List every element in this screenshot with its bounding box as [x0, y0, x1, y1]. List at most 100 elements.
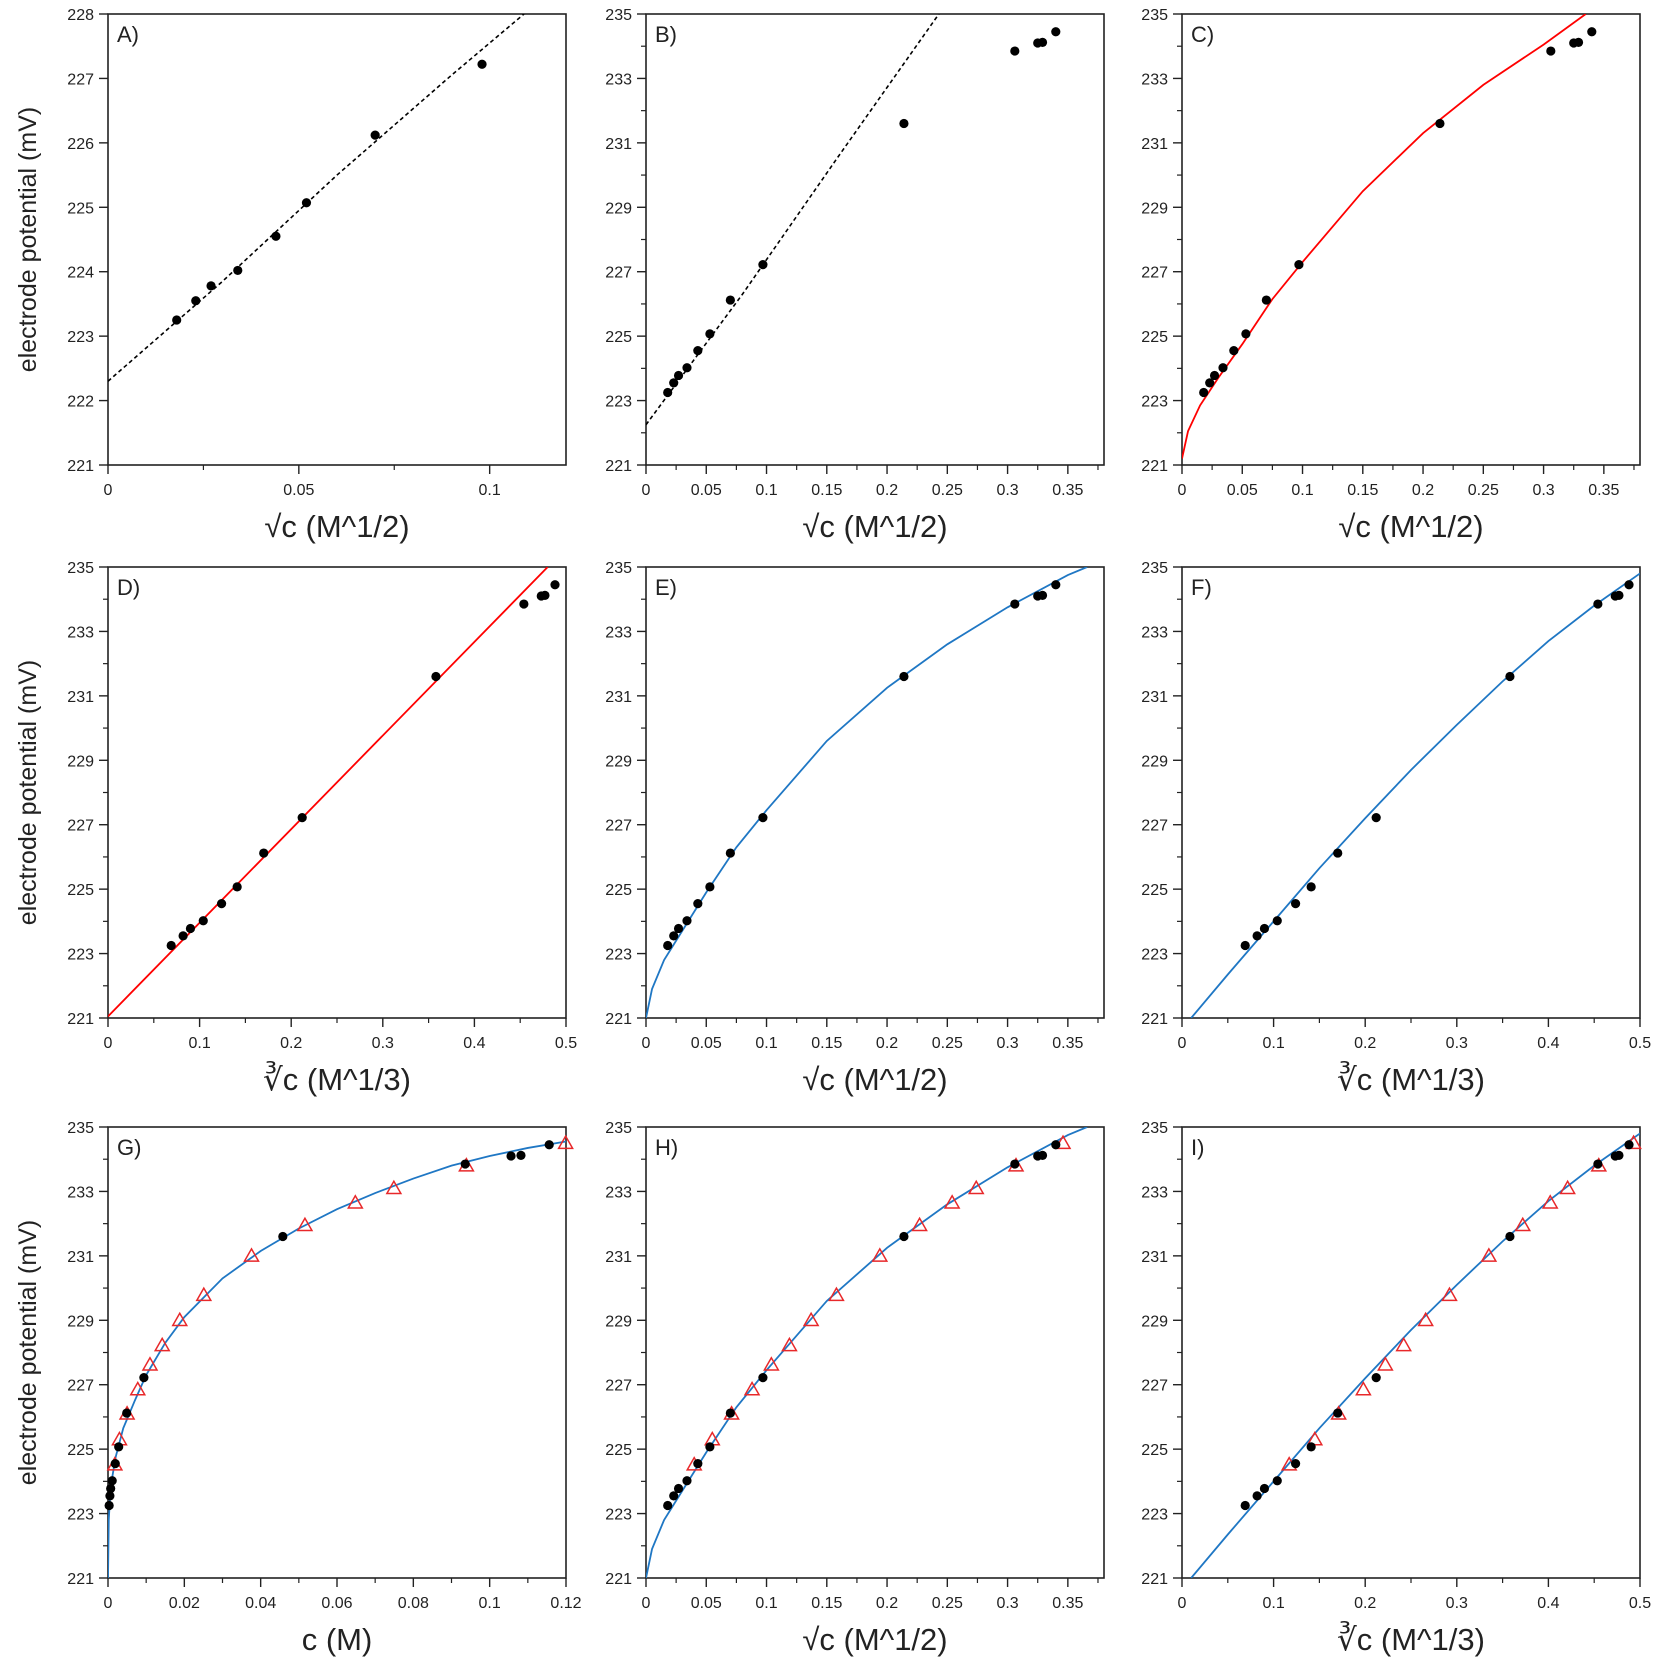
y-axis-label: electrode potential (mV) — [14, 660, 42, 925]
y-tick-label: 227 — [605, 265, 632, 282]
data-point — [206, 281, 216, 291]
y-tick-label: 223 — [1141, 394, 1168, 411]
y-tick-label: 221 — [67, 1011, 94, 1028]
data-point — [1037, 1150, 1048, 1160]
data-point — [1624, 1140, 1634, 1150]
data-point — [259, 848, 269, 858]
data-point — [519, 599, 529, 609]
y-tick-label: 233 — [1141, 71, 1168, 88]
plot-frame — [107, 13, 567, 466]
y-tick-label: 235 — [1141, 560, 1168, 577]
data-point — [1241, 329, 1251, 339]
y-tick-label: 233 — [1141, 1184, 1168, 1201]
triangle-point — [1480, 1247, 1498, 1262]
y-tick-label: 229 — [1141, 200, 1168, 217]
y-tick-label: 231 — [67, 1249, 94, 1266]
y-tick-label: 221 — [605, 1571, 632, 1588]
y-tick-label: 231 — [1141, 1249, 1168, 1266]
y-tick-label: 231 — [605, 1249, 632, 1266]
y-tick-label: 235 — [67, 1120, 94, 1137]
x-tick-label: 0.3 — [996, 482, 1018, 499]
x-tick-label: 0.25 — [932, 482, 963, 499]
y-tick-label: 223 — [605, 1507, 632, 1524]
fit-curve — [108, 1140, 566, 1578]
x-tick-label: 0.2 — [1354, 1595, 1376, 1612]
x-axis-label: c (M) — [302, 1622, 373, 1657]
x-tick-label: 0.2 — [876, 1595, 898, 1612]
panel-label: A) — [117, 22, 139, 47]
x-axis-label: √c (M^1/2) — [264, 509, 409, 544]
data-point — [198, 916, 208, 926]
x-tick-label: 0.2 — [876, 1035, 898, 1052]
data-point — [705, 329, 715, 339]
y-tick-label: 223 — [67, 1507, 94, 1524]
data-point — [107, 1476, 117, 1486]
x-tick-label: 0.35 — [1052, 482, 1083, 499]
panel-e: 221 223 225 227 229 231 233 235 0 0.05 0.1 0.15 0.2 0… — [605, 560, 1105, 1097]
y-tick-label: 225 — [1141, 1442, 1168, 1459]
x-tick-label: 0 — [104, 1035, 113, 1052]
plot-frame — [645, 566, 1105, 1019]
x-tick-label: 0.3 — [372, 1035, 394, 1052]
x-tick-label: 0.3 — [996, 1035, 1018, 1052]
y-tick-label: 225 — [1141, 882, 1168, 899]
triangle-point — [557, 1134, 574, 1150]
data-point — [758, 260, 768, 270]
x-tick-label: 0.1 — [1262, 1035, 1284, 1052]
x-tick-label: 0 — [642, 482, 651, 499]
data-point — [673, 1483, 684, 1494]
triangle-point — [871, 1247, 889, 1262]
data-point — [1229, 346, 1239, 356]
y-tick-label: 233 — [605, 1184, 632, 1201]
x-tick-label: 0.1 — [755, 1595, 777, 1612]
y-tick-label: 233 — [605, 71, 632, 88]
plot-frame — [645, 1126, 1105, 1579]
x-tick-label: 0.25 — [932, 1035, 963, 1052]
triangle-point — [1377, 1356, 1394, 1371]
data-point — [301, 198, 312, 208]
data-point — [166, 940, 176, 951]
data-point — [1505, 1231, 1515, 1242]
data-point — [1252, 1491, 1262, 1501]
data-point — [663, 940, 673, 951]
x-tick-label: 0.3 — [1446, 1035, 1468, 1052]
y-axis-label: electrode potential (mV) — [14, 107, 42, 372]
x-tick-label: 0.2 — [1412, 482, 1434, 499]
y-tick-label: 235 — [605, 560, 632, 577]
x-tick-label: 0 — [104, 1595, 113, 1612]
triangle-point — [1355, 1381, 1372, 1396]
y-tick-label: 235 — [605, 7, 632, 24]
triangle-point — [802, 1311, 820, 1327]
y-tick-label: 233 — [605, 624, 632, 641]
data-point — [1587, 27, 1597, 37]
x-axis-label: ∛c (M^1/3) — [1337, 1621, 1485, 1657]
x-tick-label: 0.25 — [932, 1595, 963, 1612]
fit-curve — [1182, 14, 1587, 459]
data-point — [1199, 387, 1209, 398]
x-tick-label: 0 — [104, 482, 113, 499]
y-tick-label: 221 — [605, 1011, 632, 1028]
x-tick-label: 0.1 — [755, 482, 777, 499]
data-point — [1205, 378, 1215, 388]
data-point — [1261, 295, 1271, 305]
triangle-point — [171, 1311, 189, 1327]
y-tick-label: 221 — [1141, 1571, 1168, 1588]
data-point — [139, 1373, 149, 1383]
data-point — [178, 931, 188, 941]
y-tick-label: 223 — [605, 394, 632, 411]
triangle-point — [1541, 1194, 1559, 1209]
y-tick-label: 233 — [67, 624, 94, 641]
data-point — [663, 1500, 673, 1511]
x-tick-label: 0 — [642, 1595, 651, 1612]
data-point — [232, 882, 242, 892]
data-point — [1290, 899, 1301, 909]
triangle-point — [743, 1381, 761, 1396]
data-point — [1294, 260, 1304, 270]
triangle-point — [129, 1381, 147, 1396]
data-point — [506, 1151, 516, 1161]
data-point — [104, 1500, 114, 1511]
x-tick-label: 0.3 — [1446, 1595, 1468, 1612]
data-point — [106, 1483, 116, 1494]
y-tick-label: 227 — [605, 818, 632, 835]
panel-b: 221 223 225 227 229 231 233 235 0 0.05 0.1 0.15 0.2 0… — [605, 7, 1105, 544]
